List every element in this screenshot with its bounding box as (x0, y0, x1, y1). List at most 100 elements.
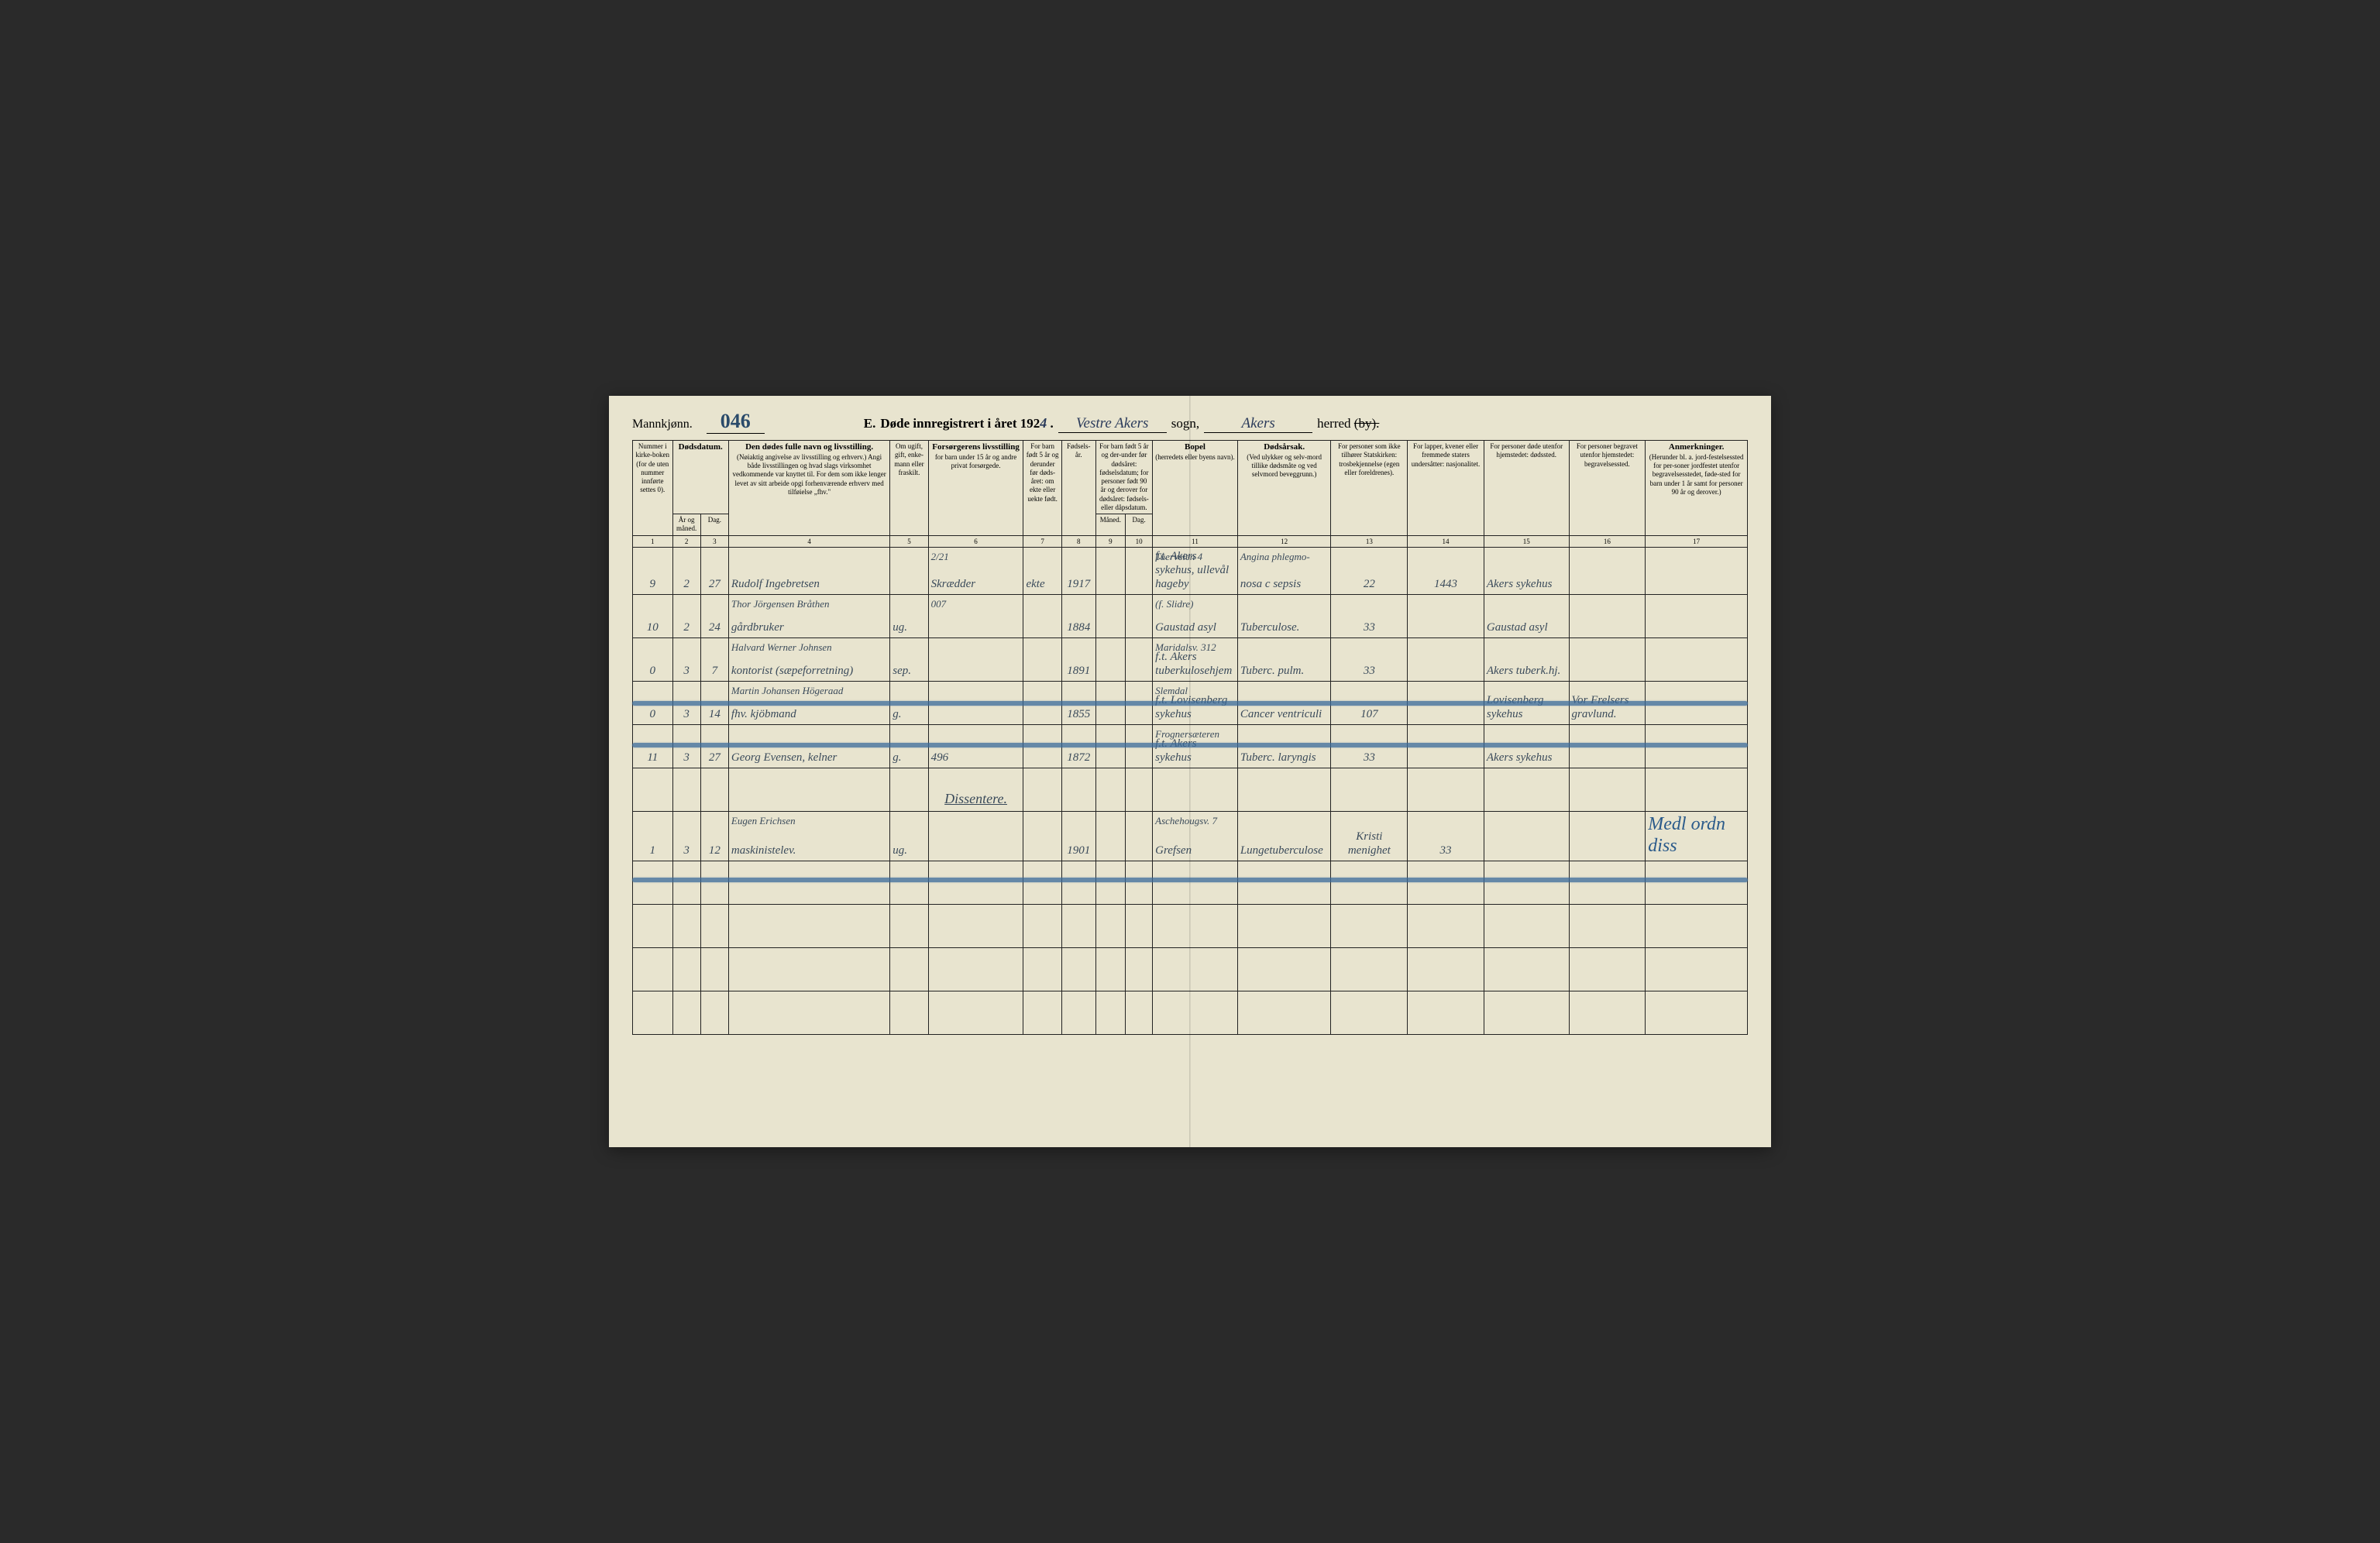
cell-bd (1126, 637, 1153, 681)
cell-dodssted: Akers sykehus (1484, 724, 1569, 768)
cell-begr (1569, 547, 1646, 594)
cell-nasj: 33 (1408, 811, 1484, 861)
cell-num: 0 (633, 681, 673, 724)
cell-bm (1095, 811, 1125, 861)
column-number: 17 (1646, 535, 1748, 547)
column-header: Nummer i kirke-boken (for de uten nummer… (633, 441, 673, 536)
cell-mnd: 3 (672, 724, 700, 768)
cell-anm (1646, 547, 1748, 594)
cell-bm (1095, 637, 1125, 681)
cell-forsorger: 496 (928, 724, 1023, 768)
column-header: For lapper, kvener eller fremmede stater… (1408, 441, 1484, 536)
cell-dag: 27 (700, 724, 728, 768)
cell-anm: Medl ordn diss (1646, 811, 1748, 861)
cell-aar: 1891 (1061, 637, 1095, 681)
page-number: 046 (707, 410, 765, 434)
cell-dodsarsak: Angina phlegmo-nosa c sepsis (1237, 547, 1331, 594)
cell-mnd: 3 (672, 681, 700, 724)
cell-bm (1095, 594, 1125, 637)
cell-status: ug. (890, 594, 928, 637)
column-number: 14 (1408, 535, 1484, 547)
table-row: 11327Georg Evensen, kelnerg.4961872Frogn… (633, 724, 1748, 768)
cell-dodsarsak: Tuberc. pulm. (1237, 637, 1331, 681)
cell-dodsarsak: Tuberculose. (1237, 594, 1331, 637)
column-header: Fødsels-år. (1061, 441, 1095, 536)
column-number: 8 (1061, 535, 1095, 547)
title-prefix: E. (864, 416, 876, 431)
column-header: For personer begravet utenfor hjemstedet… (1569, 441, 1646, 536)
table-body: 9227Rudolf Ingebretsen2/21Skrædderekte19… (633, 547, 1748, 1035)
column-number: 7 (1023, 535, 1061, 547)
column-header: Anmerkninger.(Herunder bl. a. jord-feste… (1646, 441, 1748, 536)
column-number: 1 (633, 535, 673, 547)
cell-bopel: (f. Slidre)Gaustad asyl (1153, 594, 1238, 637)
cell-num: 1 (633, 811, 673, 861)
cell-dag: 27 (700, 547, 728, 594)
column-header: Dødsdatum. (672, 441, 728, 514)
cell-anm (1646, 594, 1748, 637)
sogn-label: sogn, (1171, 416, 1199, 431)
cell-navn: Rudolf Ingebretsen (728, 547, 889, 594)
table-row-empty (633, 948, 1748, 991)
cell-bd (1126, 811, 1153, 861)
cell-begr (1569, 637, 1646, 681)
cell-navn: Eugen Erichsenmaskinistelev. (728, 811, 889, 861)
cell-nasj (1408, 724, 1484, 768)
cell-aar: 1855 (1061, 681, 1095, 724)
herred-value: Akers (1204, 415, 1312, 433)
column-number: 16 (1569, 535, 1646, 547)
cell-tros: 33 (1331, 724, 1408, 768)
column-header: Bopel(herredets eller byens navn). (1153, 441, 1238, 536)
table-row-empty (633, 991, 1748, 1035)
table-row: 9227Rudolf Ingebretsen 2/21Skrædderekte19… (633, 547, 1748, 594)
cell-bopel: Slemdalf.t. Lovisenberg sykehus (1153, 681, 1238, 724)
cell-status: g. (890, 724, 928, 768)
cell-navn: Georg Evensen, kelner (728, 724, 889, 768)
cell-anm (1646, 681, 1748, 724)
cell-ekte (1023, 637, 1061, 681)
column-header: Dag. (1126, 514, 1153, 536)
cell-nasj (1408, 681, 1484, 724)
cell-nasj (1408, 637, 1484, 681)
cell-anm (1646, 724, 1748, 768)
column-number: 12 (1237, 535, 1331, 547)
cell-bopel: Aschehougsv. 7Grefsen (1153, 811, 1238, 861)
cell-forsorger (928, 637, 1023, 681)
cell-begr (1569, 594, 1646, 637)
cell-mnd: 2 (672, 547, 700, 594)
cell-bopel: Maridalsv. 312f.t. Akers tuberkulosehjem (1153, 637, 1238, 681)
cell-forsorger (928, 681, 1023, 724)
column-number: 9 (1095, 535, 1125, 547)
sogn-value: Vestre Akers (1058, 415, 1167, 433)
cell-bm (1095, 724, 1125, 768)
table-row: 10224Thor Jörgensen Bråthengårdbrukerug.… (633, 594, 1748, 637)
cell-forsorger: 007 (928, 594, 1023, 637)
cell-forsorger: 2/21Skrædder (928, 547, 1023, 594)
column-number: 11 (1153, 535, 1238, 547)
cell-mnd: 3 (672, 811, 700, 861)
cell-dodsarsak: Cancer ventriculi (1237, 681, 1331, 724)
cell-dodssted: Gaustad asyl (1484, 594, 1569, 637)
cell-mnd: 2 (672, 594, 700, 637)
column-number: 13 (1331, 535, 1408, 547)
cell-bd (1126, 594, 1153, 637)
column-header: Dag. (700, 514, 728, 536)
cell-tros: 33 (1331, 637, 1408, 681)
section-label: Dissentere. (928, 768, 1023, 811)
cell-navn: Thor Jörgensen Bråthengårdbruker (728, 594, 889, 637)
cell-status: sep. (890, 637, 928, 681)
cell-tros: 107 (1331, 681, 1408, 724)
cell-num: 9 (633, 547, 673, 594)
cell-ekte (1023, 681, 1061, 724)
cell-bd (1126, 681, 1153, 724)
cell-dodsarsak: Lungetuberculose (1237, 811, 1331, 861)
cell-aar: 1917 (1061, 547, 1095, 594)
cell-tros: 22 (1331, 547, 1408, 594)
column-header: For personer døde utenfor hjemstedet: dø… (1484, 441, 1569, 536)
column-header: Måned. (1095, 514, 1125, 536)
cell-dodssted: Lovisenberg sykehus (1484, 681, 1569, 724)
cell-ekte (1023, 724, 1061, 768)
cell-ekte: ekte (1023, 547, 1061, 594)
column-number: 10 (1126, 535, 1153, 547)
table-row-empty (633, 861, 1748, 905)
